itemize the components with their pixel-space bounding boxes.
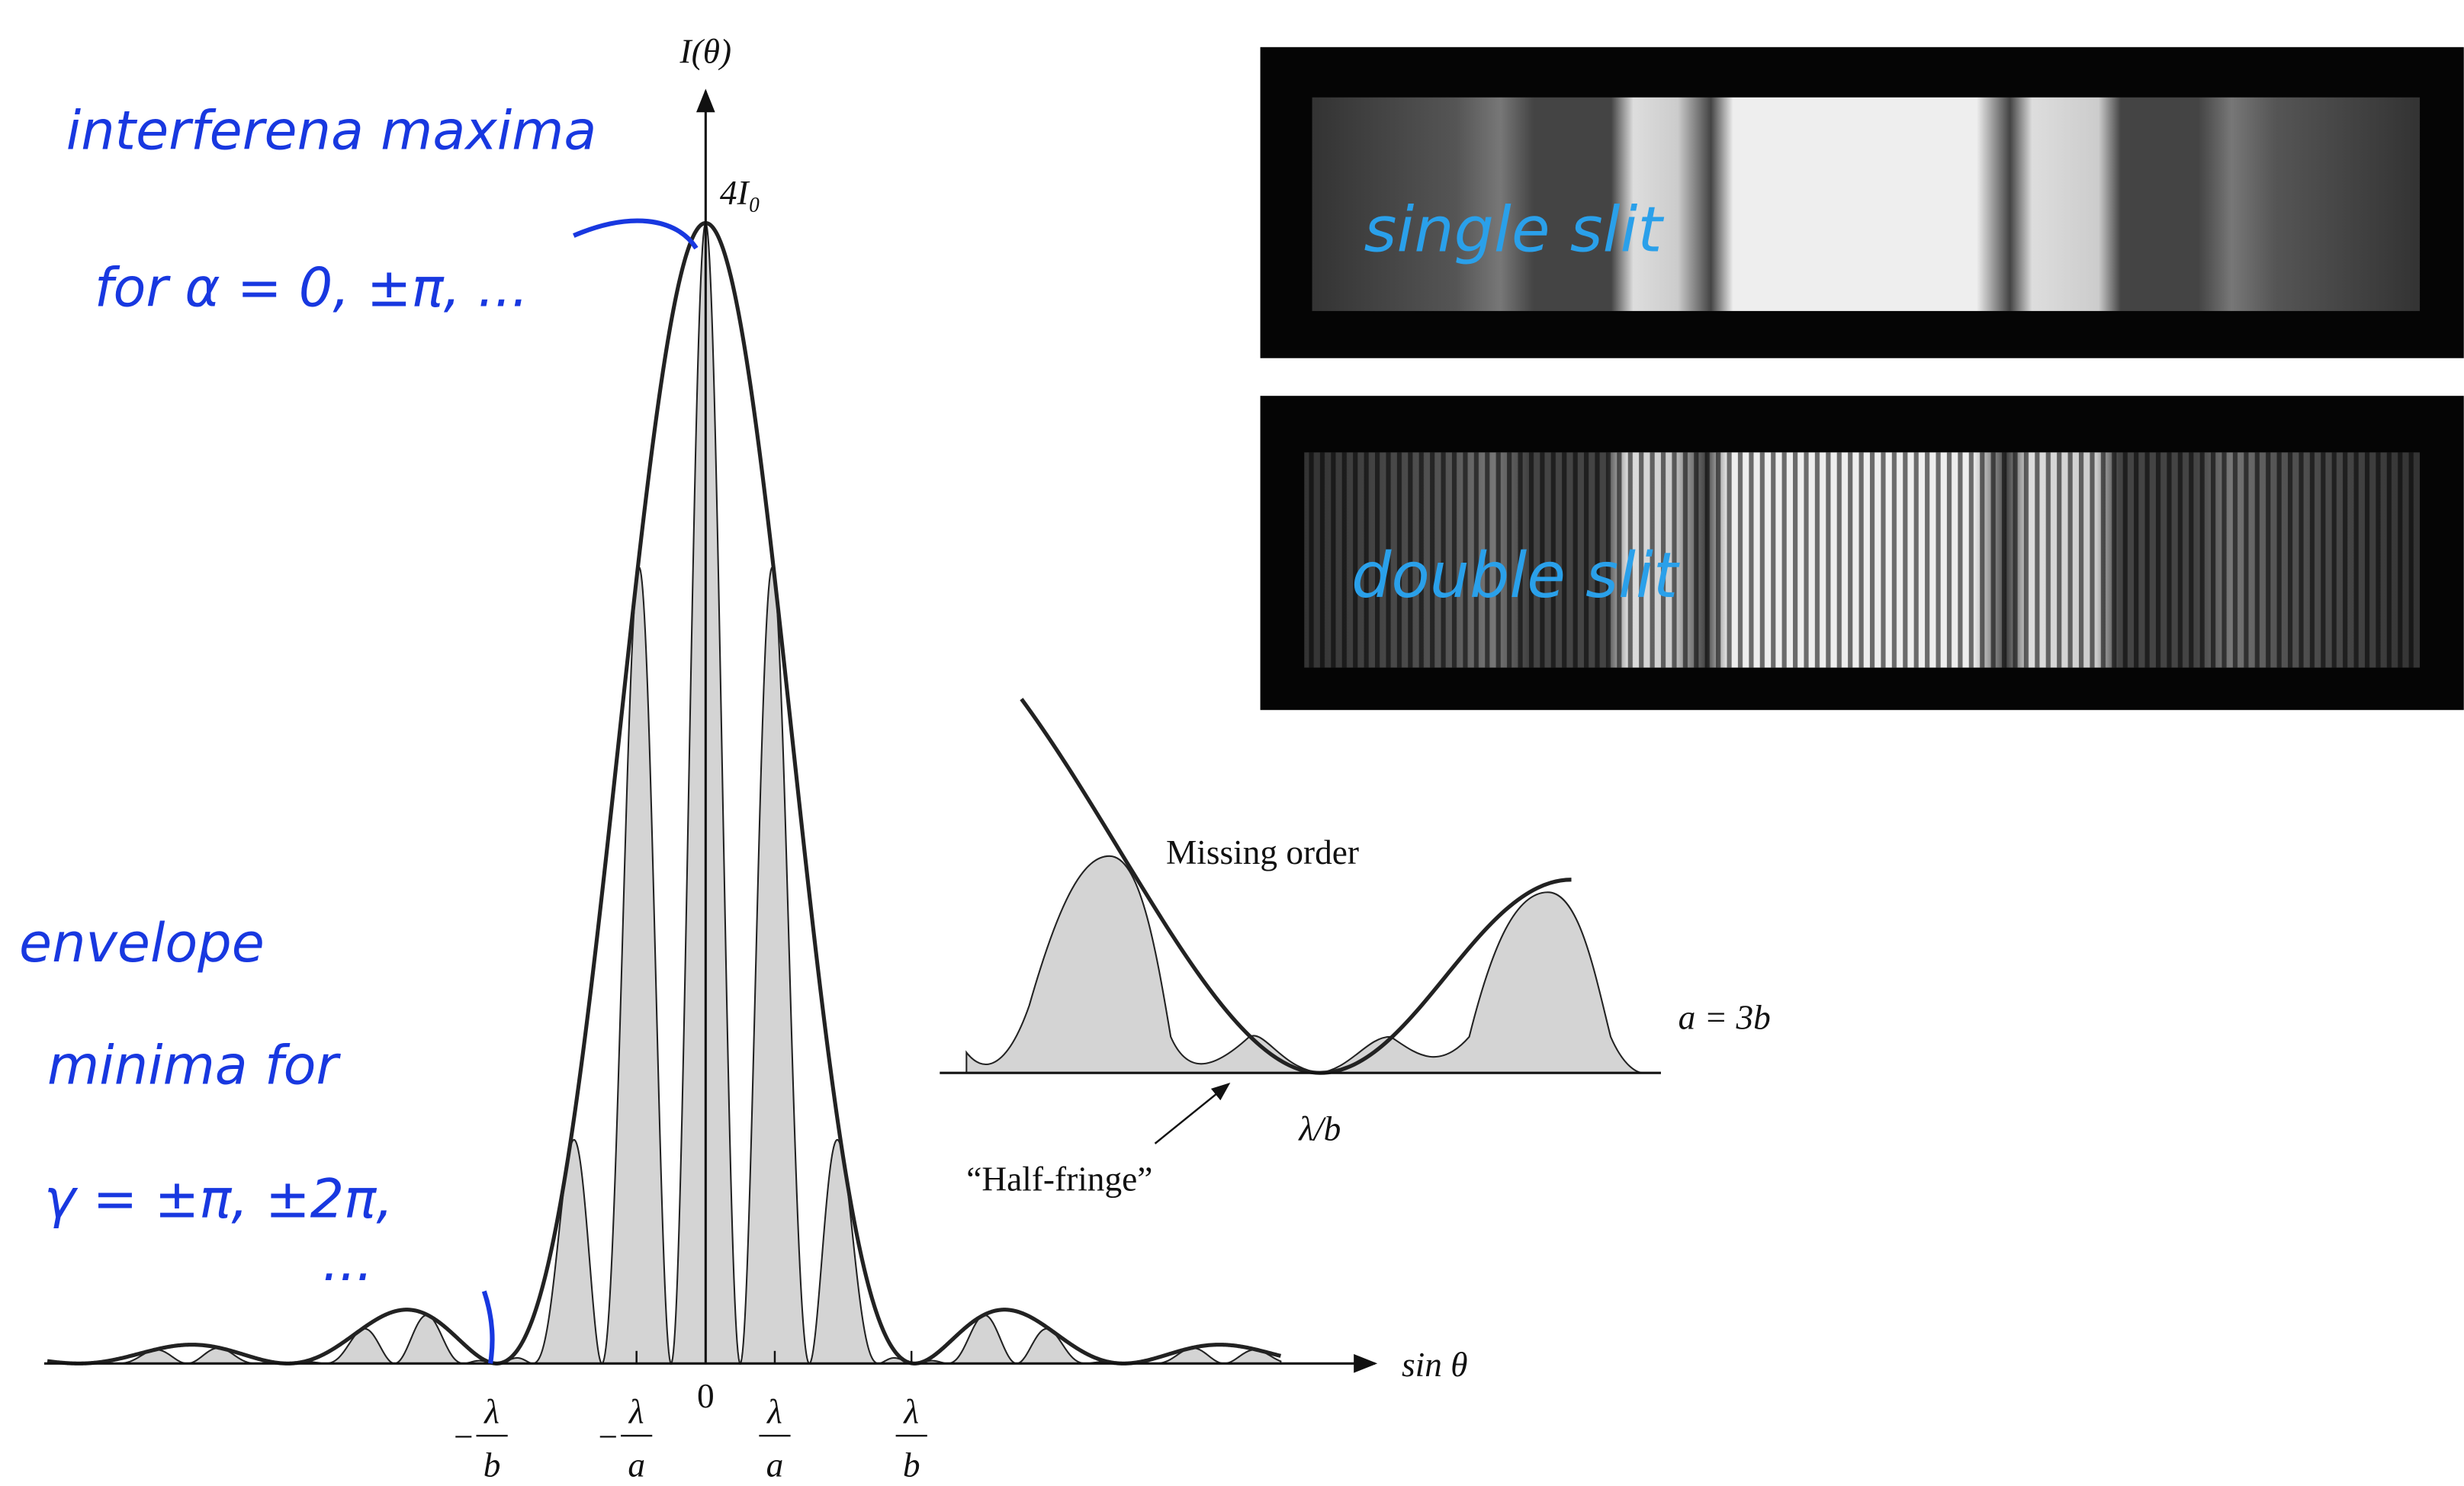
tick-numerator: λ — [483, 1393, 500, 1431]
tick-numerator: λ — [766, 1393, 782, 1431]
note: minima for — [47, 1035, 341, 1097]
tick-sign: − — [598, 1418, 618, 1456]
tick-denominator: a — [766, 1446, 784, 1484]
tick-numerator: λ — [628, 1393, 644, 1431]
tick-denominator: b — [903, 1446, 920, 1484]
pointer — [1155, 1084, 1229, 1144]
note-mark — [484, 1292, 493, 1364]
inset-label: “Half-fringe” — [966, 1160, 1152, 1199]
tick-sign: − — [454, 1418, 474, 1456]
photos: single slit double slit — [1261, 47, 2464, 710]
origin-label: 0 — [697, 1377, 715, 1415]
tick-numerator: λ — [902, 1393, 919, 1431]
annotations: interferena maxima for α = 0, ±π, ... en… — [19, 100, 696, 1364]
note: envelope — [19, 912, 265, 974]
inset-label: Missing order — [1166, 833, 1359, 871]
note: γ = ±π, ±2π, — [44, 1168, 394, 1231]
inset-label: a = 3b — [1679, 998, 1771, 1036]
tick-denominator: b — [483, 1446, 501, 1484]
peak-label: 4I₀ — [720, 174, 761, 212]
page: single slit double slit I(θ) 4I₀ sin θ 0… — [0, 0, 2464, 1486]
note: interferena maxima — [66, 100, 597, 162]
inset: Missing order a = 3b λ/b “Half-fringe” — [940, 699, 1771, 1199]
note-arrow — [573, 221, 696, 249]
photo-label: double slit — [1351, 540, 1680, 612]
inset-label: λ/b — [1297, 1110, 1341, 1148]
x-label: sin θ — [1402, 1346, 1467, 1384]
tick-denominator: a — [628, 1446, 645, 1484]
note: ... — [323, 1231, 374, 1293]
y-label: I(θ) — [679, 32, 732, 70]
note: for α = 0, ±π, ... — [95, 257, 528, 319]
photo-label: single slit — [1364, 194, 1665, 267]
